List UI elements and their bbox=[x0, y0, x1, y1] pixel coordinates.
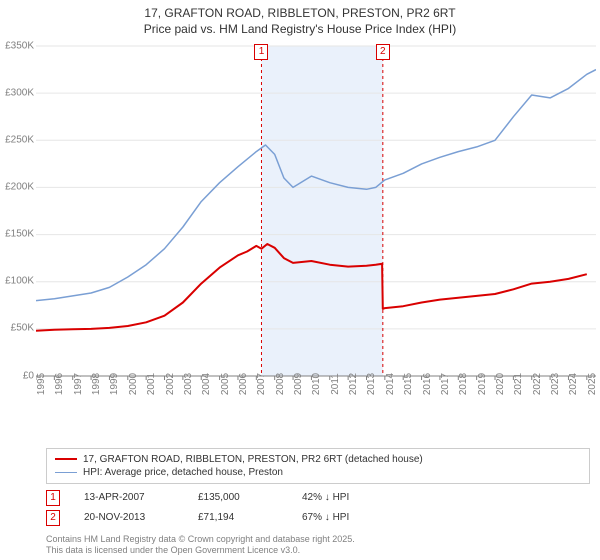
annotation-price: £135,000 bbox=[198, 492, 278, 503]
x-tick-label: 2009 bbox=[293, 372, 304, 394]
x-tick-label: 2008 bbox=[275, 372, 286, 394]
legend-label: HPI: Average price, detached house, Pres… bbox=[83, 467, 283, 478]
x-tick-label: 2017 bbox=[440, 372, 451, 394]
y-tick-label: £250K bbox=[0, 134, 34, 145]
chart-container: 17, GRAFTON ROAD, RIBBLETON, PRESTON, PR… bbox=[0, 0, 600, 560]
chart-title-line1: 17, GRAFTON ROAD, RIBBLETON, PRESTON, PR… bbox=[0, 0, 600, 22]
x-tick-label: 2013 bbox=[366, 372, 377, 394]
x-tick-label: 2020 bbox=[495, 372, 506, 394]
x-tick-label: 2015 bbox=[403, 372, 414, 394]
chart-title-line2: Price paid vs. HM Land Registry's House … bbox=[0, 22, 600, 40]
annotation-diff: 42% ↓ HPI bbox=[302, 492, 349, 503]
y-tick-label: £350K bbox=[0, 40, 34, 51]
annotation-row: 2 20-NOV-2013 £71,194 67% ↓ HPI bbox=[46, 508, 590, 528]
x-tick-label: 2022 bbox=[532, 372, 543, 394]
x-tick-label: 1998 bbox=[91, 372, 102, 394]
y-tick-label: £150K bbox=[0, 229, 34, 240]
y-tick-label: £200K bbox=[0, 182, 34, 193]
chart-area: £0£50K£100K£150K£200K£250K£300K£350K1995… bbox=[36, 40, 596, 410]
x-tick-label: 2019 bbox=[477, 372, 488, 394]
x-tick-label: 2012 bbox=[348, 372, 359, 394]
x-tick-label: 2005 bbox=[220, 372, 231, 394]
x-tick-label: 2025 bbox=[587, 372, 598, 394]
x-tick-label: 1995 bbox=[36, 372, 47, 394]
x-tick-label: 1997 bbox=[73, 372, 84, 394]
footnote: Contains HM Land Registry data © Crown c… bbox=[46, 534, 590, 557]
x-tick-label: 2007 bbox=[256, 372, 267, 394]
x-tick-label: 2021 bbox=[513, 372, 524, 394]
annotation-table: 1 13-APR-2007 £135,000 42% ↓ HPI 2 20-NO… bbox=[46, 488, 590, 528]
chart-marker: 2 bbox=[376, 44, 390, 60]
legend-item: 17, GRAFTON ROAD, RIBBLETON, PRESTON, PR… bbox=[55, 453, 581, 466]
x-tick-label: 2002 bbox=[165, 372, 176, 394]
legend-label: 17, GRAFTON ROAD, RIBBLETON, PRESTON, PR… bbox=[83, 454, 423, 465]
y-tick-label: £100K bbox=[0, 276, 34, 287]
y-tick-label: £50K bbox=[0, 323, 34, 334]
x-tick-label: 2011 bbox=[330, 373, 341, 395]
x-tick-label: 2000 bbox=[128, 372, 139, 394]
annotation-diff: 67% ↓ HPI bbox=[302, 512, 349, 523]
footnote-line: Contains HM Land Registry data © Crown c… bbox=[46, 534, 590, 546]
x-tick-label: 2004 bbox=[201, 372, 212, 394]
x-tick-label: 2006 bbox=[238, 372, 249, 394]
x-tick-label: 2003 bbox=[183, 372, 194, 394]
footnote-line: This data is licensed under the Open Gov… bbox=[46, 545, 590, 557]
annotation-row: 1 13-APR-2007 £135,000 42% ↓ HPI bbox=[46, 488, 590, 508]
x-tick-label: 2016 bbox=[422, 372, 433, 394]
y-tick-label: £0 bbox=[0, 370, 34, 381]
x-tick-label: 2024 bbox=[568, 372, 579, 394]
x-tick-label: 2010 bbox=[311, 372, 322, 394]
plot-svg bbox=[36, 40, 596, 410]
x-tick-label: 2014 bbox=[385, 372, 396, 394]
y-tick-label: £300K bbox=[0, 87, 34, 98]
x-tick-label: 2018 bbox=[458, 372, 469, 394]
legend-swatch bbox=[55, 472, 77, 473]
x-tick-label: 1999 bbox=[109, 372, 120, 394]
legend-item: HPI: Average price, detached house, Pres… bbox=[55, 466, 581, 479]
annotation-date: 20-NOV-2013 bbox=[84, 512, 174, 523]
legend: 17, GRAFTON ROAD, RIBBLETON, PRESTON, PR… bbox=[46, 448, 590, 484]
chart-marker: 1 bbox=[254, 44, 268, 60]
annotation-marker: 1 bbox=[46, 490, 60, 506]
legend-swatch bbox=[55, 458, 77, 460]
x-tick-label: 2023 bbox=[550, 372, 561, 394]
x-tick-label: 2001 bbox=[146, 372, 157, 394]
annotation-marker: 2 bbox=[46, 510, 60, 526]
annotation-date: 13-APR-2007 bbox=[84, 492, 174, 503]
annotation-price: £71,194 bbox=[198, 512, 278, 523]
x-tick-label: 1996 bbox=[54, 372, 65, 394]
